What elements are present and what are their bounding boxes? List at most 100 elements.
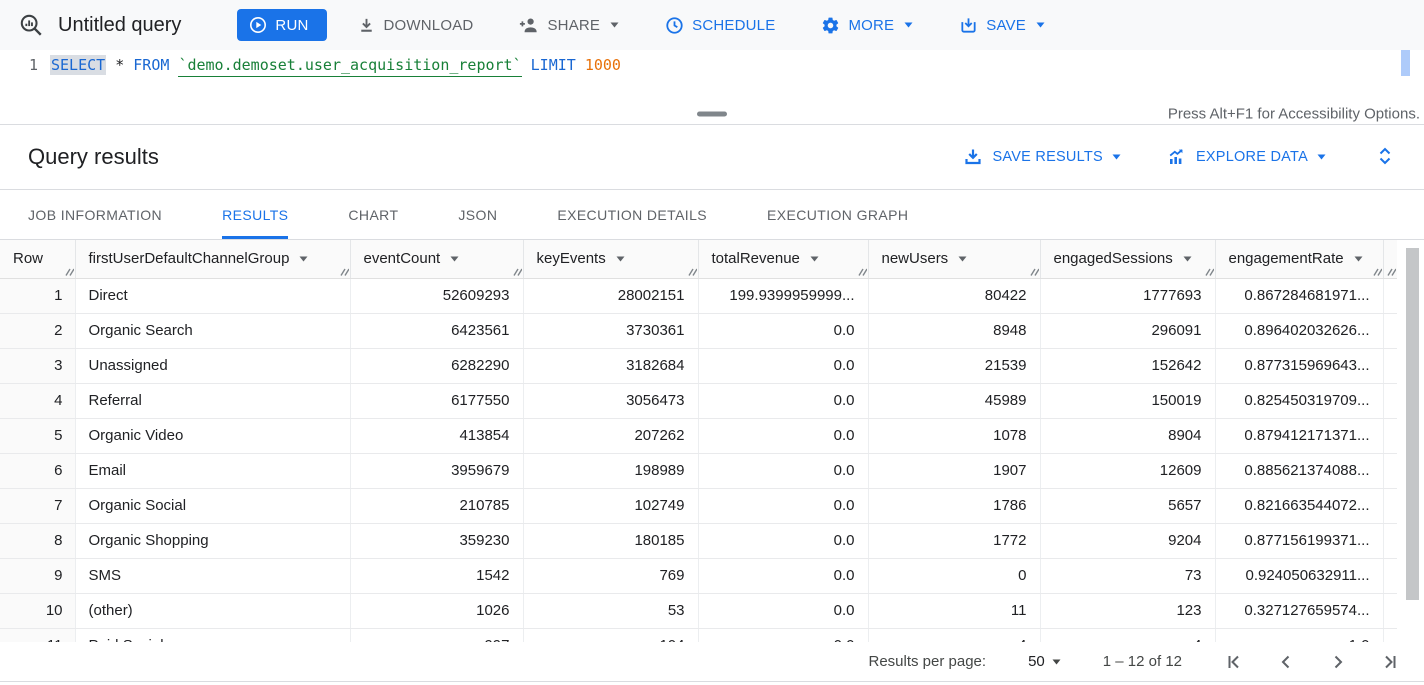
data-cell: 1.0 <box>1215 628 1384 642</box>
run-button[interactable]: RUN <box>237 9 327 41</box>
data-cell: 0.0 <box>698 418 869 454</box>
data-cell: 0.0 <box>698 313 869 349</box>
tab-json[interactable]: JSON <box>458 206 498 223</box>
data-cell: 1772 <box>868 523 1041 559</box>
resize-handle-icon[interactable] <box>512 266 522 276</box>
sql-table-reference[interactable]: `demo.demoset.user_acquisition_report` <box>178 56 522 77</box>
editor-scrollbar-thumb[interactable] <box>1401 50 1410 76</box>
data-cell: 0.0 <box>698 453 869 489</box>
table-row: 5 Organic Video 413854 207262 0.0 1078 8904 0.8… <box>0 418 1397 454</box>
data-cell: 199.9399959999... <box>698 278 869 314</box>
tab-chart[interactable]: CHART <box>348 206 399 223</box>
save-button[interactable]: SAVE <box>947 7 1057 43</box>
resize-handle-icon[interactable] <box>857 266 867 276</box>
data-cell: Organic Social <box>75 488 351 524</box>
results-table: Row firstUserDefaultChannelGroup eventCo… <box>0 240 1397 642</box>
tab-execution-details[interactable]: EXECUTION DETAILS <box>557 206 708 223</box>
caret-down-icon[interactable] <box>810 256 819 262</box>
explore-data-button[interactable]: EXPLORE DATA <box>1167 147 1326 167</box>
first-page-button[interactable] <box>1224 652 1244 672</box>
table-row: 8 Organic Shopping 359230 180185 0.0 1772 9204… <box>0 523 1397 559</box>
page-size-select[interactable]: 50 <box>1028 653 1061 670</box>
schedule-button[interactable]: SCHEDULE <box>653 7 787 43</box>
resize-handle-icon[interactable] <box>1386 266 1396 276</box>
data-cell: 0.0 <box>698 593 869 629</box>
resize-handle-icon[interactable] <box>1204 266 1214 276</box>
sql-keyword-select: SELECT <box>50 55 107 75</box>
data-cell: 12609 <box>1040 453 1216 489</box>
table-row: 3 Unassigned 6282290 3182684 0.0 21539 152642 0… <box>0 348 1397 384</box>
sql-star: * <box>106 56 134 74</box>
data-cell: 0.877315969643... <box>1215 348 1384 384</box>
data-cell: 0.0 <box>698 488 869 524</box>
data-cell: 0.0 <box>698 383 869 419</box>
table-row: 4 Referral 6177550 3056473 0.0 45989 150019 0.8… <box>0 383 1397 419</box>
resize-handle-icon[interactable] <box>687 266 697 276</box>
results-tab-bar: JOB INFORMATION RESULTS CHART JSON EXECU… <box>0 190 1424 240</box>
filler-cell <box>1383 558 1397 594</box>
share-button[interactable]: SHARE <box>507 7 631 43</box>
column-header-newUsers[interactable]: newUsers <box>868 240 1041 279</box>
caret-down-icon[interactable] <box>1354 256 1363 262</box>
column-header-firstUserDefaultChannelGroup[interactable]: firstUserDefaultChannelGroup <box>75 240 351 279</box>
query-icon <box>20 14 42 36</box>
caret-down-icon[interactable] <box>450 256 459 262</box>
table-row: 1 Direct 52609293 28002151 199.9399959999...… <box>0 278 1397 314</box>
data-cell: 104 <box>523 628 699 642</box>
data-cell: 6282290 <box>350 348 524 384</box>
data-cell: 0.0 <box>698 523 869 559</box>
chevron-down-icon <box>1317 154 1326 160</box>
expand-collapse-button[interactable] <box>1374 144 1396 171</box>
download-button[interactable]: DOWNLOAD <box>345 7 486 43</box>
column-header-engagedSessions[interactable]: engagedSessions <box>1040 240 1216 279</box>
caret-down-icon[interactable] <box>1183 256 1192 262</box>
data-cell: 102749 <box>523 488 699 524</box>
previous-page-button[interactable] <box>1276 652 1296 672</box>
data-cell: 80422 <box>868 278 1041 314</box>
data-cell: 3056473 <box>523 383 699 419</box>
data-cell: 997 <box>350 628 524 642</box>
row-number-cell: 2 <box>0 313 76 349</box>
row-number-cell: 4 <box>0 383 76 419</box>
tab-execution-graph[interactable]: EXECUTION GRAPH <box>767 206 909 223</box>
caret-down-icon[interactable] <box>958 256 967 262</box>
column-header-eventCount[interactable]: eventCount <box>350 240 524 279</box>
resize-handle-icon[interactable] <box>1372 266 1382 276</box>
column-header-engagementRate[interactable]: engagementRate <box>1215 240 1384 279</box>
last-page-icon <box>1385 655 1396 668</box>
data-cell: Referral <box>75 383 351 419</box>
filler-cell <box>1383 453 1397 489</box>
resize-handle-icon[interactable] <box>1029 266 1039 276</box>
caret-down-icon[interactable] <box>616 256 625 262</box>
accessibility-hint: Press Alt+F1 for Accessibility Options. <box>1167 105 1420 122</box>
data-cell: 0.896402032626... <box>1215 313 1384 349</box>
filler-cell <box>1383 523 1397 559</box>
more-button[interactable]: MORE <box>809 7 925 43</box>
table-scrollbar-thumb[interactable] <box>1406 248 1419 600</box>
caret-down-icon[interactable] <box>299 256 308 262</box>
resize-handle-icon[interactable] <box>339 266 349 276</box>
data-cell: 21539 <box>868 348 1041 384</box>
data-cell: 769 <box>523 558 699 594</box>
last-page-button[interactable] <box>1380 652 1400 672</box>
tab-results[interactable]: RESULTS <box>222 190 289 239</box>
table-header-row: Row firstUserDefaultChannelGroup eventCo… <box>0 240 1397 279</box>
person-add-icon <box>520 18 538 33</box>
row-number-cell: 10 <box>0 593 76 629</box>
data-cell: Unassigned <box>75 348 351 384</box>
column-header-keyEvents[interactable]: keyEvents <box>523 240 699 279</box>
data-cell: 150019 <box>1040 383 1216 419</box>
column-header-totalRevenue[interactable]: totalRevenue <box>698 240 869 279</box>
results-title: Query results <box>28 144 159 169</box>
sql-editor[interactable]: 1 SELECT * FROM `demo.demoset.user_acqui… <box>0 50 1424 103</box>
resize-handle-icon[interactable] <box>64 266 74 276</box>
data-cell: 1777693 <box>1040 278 1216 314</box>
next-page-button[interactable] <box>1328 652 1348 672</box>
save-results-button[interactable]: SAVE RESULTS <box>963 147 1121 167</box>
tab-job-information[interactable]: JOB INFORMATION <box>28 206 163 223</box>
chevron-down-icon <box>904 22 913 28</box>
data-cell: 0.924050632911... <box>1215 558 1384 594</box>
splitter-drag-handle[interactable] <box>697 111 727 116</box>
sql-code-line[interactable]: SELECT * FROM `demo.demoset.user_acquisi… <box>50 50 621 103</box>
pagination-bar: Results per page: 50 1 – 12 of 12 <box>0 642 1424 682</box>
